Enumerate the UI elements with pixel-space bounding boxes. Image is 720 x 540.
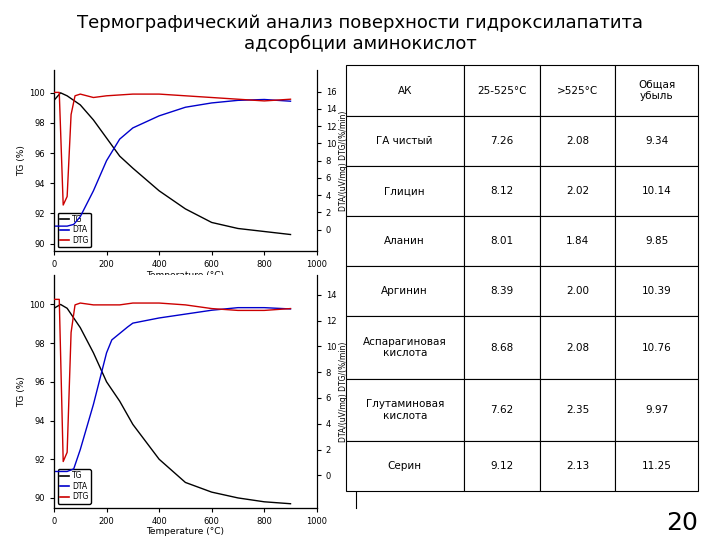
Bar — [464, 316, 540, 379]
Text: 8.68: 8.68 — [490, 343, 513, 353]
Bar — [540, 379, 616, 441]
Bar — [616, 117, 698, 166]
Bar — [346, 316, 464, 379]
Y-axis label: DTA/(uV/mg) DTG/(%/min): DTA/(uV/mg) DTG/(%/min) — [339, 111, 348, 211]
Text: 25-525°C: 25-525°C — [477, 86, 526, 96]
Bar — [540, 166, 616, 217]
Text: 8.39: 8.39 — [490, 286, 513, 296]
Text: ГА чистый: ГА чистый — [377, 137, 433, 146]
Bar — [346, 441, 464, 491]
Bar — [540, 266, 616, 316]
Text: 10.76: 10.76 — [642, 343, 672, 353]
Text: 7.62: 7.62 — [490, 405, 513, 415]
Bar — [346, 117, 464, 166]
Text: АК: АК — [397, 86, 412, 96]
Legend: TG, DTA, DTG: TG, DTA, DTG — [58, 469, 91, 504]
Bar — [346, 379, 464, 441]
Bar — [616, 379, 698, 441]
Text: Глицин: Глицин — [384, 186, 425, 197]
Bar — [540, 316, 616, 379]
Bar — [464, 217, 540, 266]
Bar — [346, 65, 464, 117]
Text: 9.12: 9.12 — [490, 461, 513, 471]
Text: 2.00: 2.00 — [566, 286, 589, 296]
X-axis label: Temperature (°C): Temperature (°C) — [146, 271, 225, 280]
Bar — [616, 166, 698, 217]
Text: 2.02: 2.02 — [566, 186, 589, 197]
Bar — [616, 316, 698, 379]
Bar — [464, 65, 540, 117]
Text: Глутаминовая
кислота: Глутаминовая кислота — [366, 400, 444, 421]
Bar — [540, 117, 616, 166]
Text: Общая
убыль: Общая убыль — [639, 80, 675, 102]
Text: 20: 20 — [667, 511, 698, 535]
Bar — [540, 65, 616, 117]
Bar — [346, 166, 464, 217]
Text: 9.34: 9.34 — [645, 137, 669, 146]
Bar — [464, 379, 540, 441]
Text: Термографический анализ поверхности гидроксилапатита
адсорбции аминокислот: Термографический анализ поверхности гидр… — [77, 14, 643, 52]
Text: Аргинин: Аргинин — [382, 286, 428, 296]
Bar — [464, 117, 540, 166]
Bar — [616, 65, 698, 117]
Text: 2.08: 2.08 — [566, 137, 589, 146]
Text: 9.85: 9.85 — [645, 237, 669, 246]
Bar — [616, 266, 698, 316]
Bar — [346, 266, 464, 316]
Bar — [616, 217, 698, 266]
Bar — [540, 217, 616, 266]
Bar — [616, 441, 698, 491]
Bar — [540, 441, 616, 491]
Text: 7.26: 7.26 — [490, 137, 513, 146]
Text: Серин: Серин — [387, 461, 422, 471]
Text: 8.12: 8.12 — [490, 186, 513, 197]
Text: 2.08: 2.08 — [566, 343, 589, 353]
Bar — [464, 266, 540, 316]
Text: 2.13: 2.13 — [566, 461, 589, 471]
Legend: TG, DTA, DTG: TG, DTA, DTG — [58, 213, 91, 247]
Text: 8.01: 8.01 — [490, 237, 513, 246]
Y-axis label: TG (%): TG (%) — [17, 145, 27, 176]
Y-axis label: DTA/(uV/mg) DTG/(%/min): DTA/(uV/mg) DTG/(%/min) — [339, 341, 348, 442]
Text: 10.14: 10.14 — [642, 186, 672, 197]
Bar — [464, 441, 540, 491]
Text: 1.84: 1.84 — [566, 237, 589, 246]
Text: 2.35: 2.35 — [566, 405, 589, 415]
Bar — [464, 166, 540, 217]
Text: 9.97: 9.97 — [645, 405, 669, 415]
Text: 10.39: 10.39 — [642, 286, 672, 296]
Text: Аланин: Аланин — [384, 237, 425, 246]
Bar — [346, 217, 464, 266]
Text: Аспарагиновая
кислота: Аспарагиновая кислота — [363, 337, 446, 359]
Text: >525°C: >525°C — [557, 86, 598, 96]
Y-axis label: TG (%): TG (%) — [17, 376, 27, 407]
Text: 11.25: 11.25 — [642, 461, 672, 471]
X-axis label: Temperature (°C): Temperature (°C) — [146, 527, 225, 536]
